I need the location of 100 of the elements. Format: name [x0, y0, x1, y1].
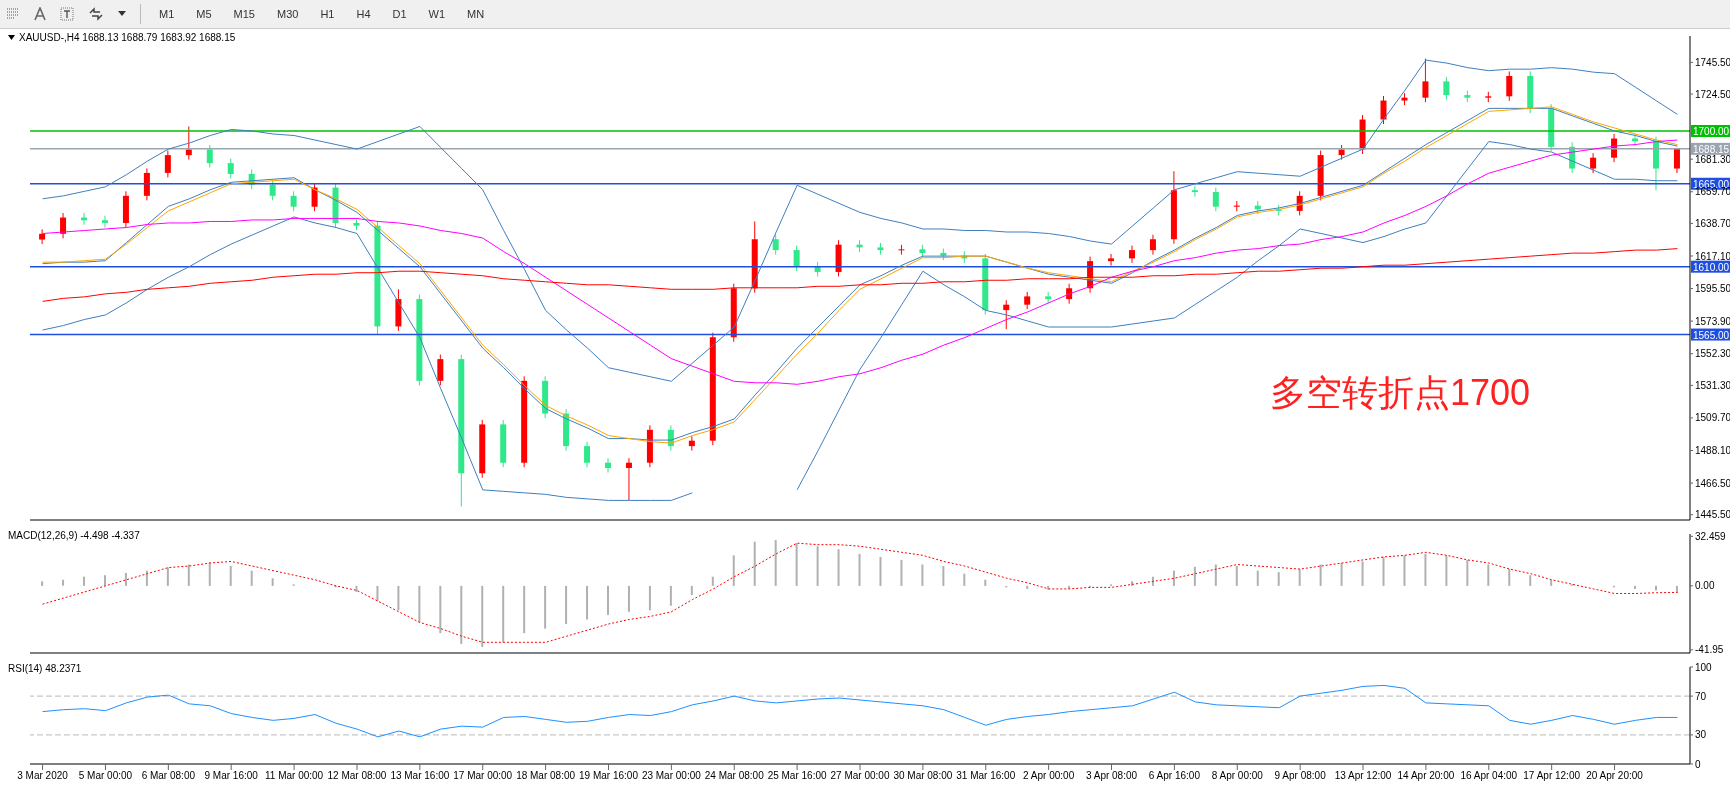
x-tick-label: 9 Apr 08:00 — [1274, 770, 1327, 782]
text: W1 — [427, 7, 447, 22]
x-tick-label: 11 Mar 00:00 — [265, 770, 324, 782]
x-tick-label: 18 Mar 08:00 — [516, 770, 576, 782]
y-tick-label: -41.95 — [1695, 644, 1724, 656]
bar — [1256, 570, 1259, 586]
candlestick — [1233, 200, 1240, 212]
bar — [984, 579, 987, 586]
bar — [1424, 553, 1427, 586]
bar — [1382, 556, 1385, 586]
bar — [1466, 559, 1469, 586]
bar — [1277, 572, 1280, 586]
y-tick-label: 0 — [1695, 758, 1701, 770]
candlestick — [143, 167, 150, 201]
x-tick-label: 20 Apr 20:00 — [1586, 770, 1644, 782]
bar — [732, 555, 735, 586]
bar — [397, 585, 400, 611]
y-tick-label: 70 — [1695, 690, 1707, 702]
bar — [1298, 569, 1301, 586]
x-tick-label: 12 Mar 08:00 — [327, 770, 387, 782]
bar — [1172, 570, 1175, 586]
x-tick-label: 25 Mar 16:00 — [767, 770, 828, 782]
bar — [83, 576, 86, 586]
candlestick — [1673, 147, 1680, 174]
candlestick — [1590, 152, 1597, 174]
bar — [1214, 564, 1217, 586]
candlestick — [1003, 299, 1010, 330]
x-tick-label: 3 Apr 08:00 — [1085, 770, 1138, 782]
x-tick-label: 19 Mar 16:00 — [579, 770, 639, 782]
candlestick — [1149, 234, 1156, 256]
candlestick — [605, 457, 612, 473]
x-tick-label: 31 Mar 16:00 — [956, 770, 1016, 782]
bar — [1675, 585, 1678, 593]
y-tick-label: 0.00 — [1695, 580, 1715, 592]
candlestick — [1212, 187, 1219, 212]
bar — [963, 573, 966, 586]
bar — [1403, 555, 1406, 586]
candlestick — [269, 179, 276, 201]
candlestick — [1128, 245, 1135, 264]
x-tick-label: 6 Mar 08:00 — [141, 770, 196, 782]
x-tick-label: 13 Mar 16:00 — [390, 770, 450, 782]
bar — [250, 570, 253, 586]
y-tick-label: 1573.90 — [1695, 315, 1730, 327]
bar — [711, 576, 714, 586]
bar — [124, 572, 127, 586]
bar — [418, 585, 421, 623]
bar — [544, 585, 547, 629]
bar — [669, 585, 672, 606]
x-tick-label: 3 Mar 2020 — [17, 770, 69, 782]
text: M5 — [195, 7, 213, 22]
chart-title: XAUUSD-,H4 1688.13 1688.79 1683.92 1688.15 — [19, 32, 236, 43]
x-tick-label: 9 Mar 16:00 — [204, 770, 259, 782]
bar — [607, 585, 610, 615]
bar — [1487, 564, 1490, 586]
bar — [1193, 566, 1196, 586]
bar — [753, 541, 756, 586]
text: H1 — [319, 7, 336, 22]
candlestick — [1191, 185, 1198, 198]
bar — [837, 549, 840, 586]
candlestick — [437, 354, 444, 386]
ref-line-label: 1688.15 — [1693, 143, 1730, 155]
candlestick — [39, 228, 46, 245]
candlestick — [185, 125, 192, 161]
annotation: 多空转折点1700 — [1270, 371, 1531, 415]
bar — [1026, 585, 1029, 589]
x-tick-label: 2 Apr 00:00 — [1023, 770, 1075, 782]
bar — [376, 585, 379, 602]
bar — [627, 585, 630, 612]
y-tick-label: 1552.30 — [1695, 348, 1730, 360]
candlestick — [1443, 76, 1450, 101]
bar — [879, 556, 882, 586]
x-tick-label: 6 Apr 16:00 — [1148, 770, 1201, 782]
bar — [690, 585, 693, 596]
ref-line-label: 1565.00 — [1693, 329, 1730, 341]
bar — [208, 562, 211, 586]
candlestick — [206, 144, 213, 169]
bar — [1550, 579, 1553, 586]
bar — [439, 585, 442, 634]
x-tick-label: 8 Apr 00:00 — [1211, 770, 1264, 782]
bar — [187, 564, 190, 586]
candlestick — [1380, 95, 1387, 125]
x-tick-label: 24 Mar 08:00 — [704, 770, 765, 782]
text: M30 — [275, 7, 300, 22]
chart-title: RSI(14) 48.2371 — [8, 663, 82, 674]
bar — [586, 585, 589, 620]
bar — [1319, 564, 1322, 586]
y-tick-label: 1617.10 — [1695, 250, 1730, 262]
y-tick-label: 1745.50 — [1695, 56, 1730, 68]
bar — [62, 579, 65, 586]
candlestick — [1108, 253, 1115, 267]
x-tick-label: 17 Apr 12:00 — [1523, 770, 1581, 782]
text: M15 — [232, 7, 256, 22]
x-tick-label: 27 Mar 00:00 — [830, 770, 890, 782]
bar — [502, 585, 505, 643]
text: D1 — [391, 7, 408, 22]
bar — [481, 585, 484, 647]
candlestick — [311, 182, 318, 212]
candlestick — [1506, 70, 1513, 102]
bar — [816, 546, 819, 586]
bar — [648, 585, 651, 611]
